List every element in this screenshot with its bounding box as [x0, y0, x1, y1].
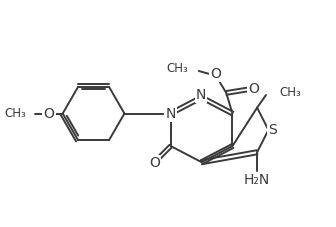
Text: O: O [44, 106, 54, 121]
Text: N: N [166, 106, 176, 121]
Text: S: S [268, 123, 277, 137]
Text: CH₃: CH₃ [166, 62, 188, 75]
Text: CH₃: CH₃ [279, 86, 301, 99]
Text: O: O [149, 156, 160, 170]
Text: N: N [196, 88, 206, 102]
Text: O: O [248, 82, 259, 96]
Text: CH₃: CH₃ [4, 107, 26, 120]
Text: H₂N: H₂N [244, 173, 270, 187]
Text: O: O [210, 67, 221, 81]
